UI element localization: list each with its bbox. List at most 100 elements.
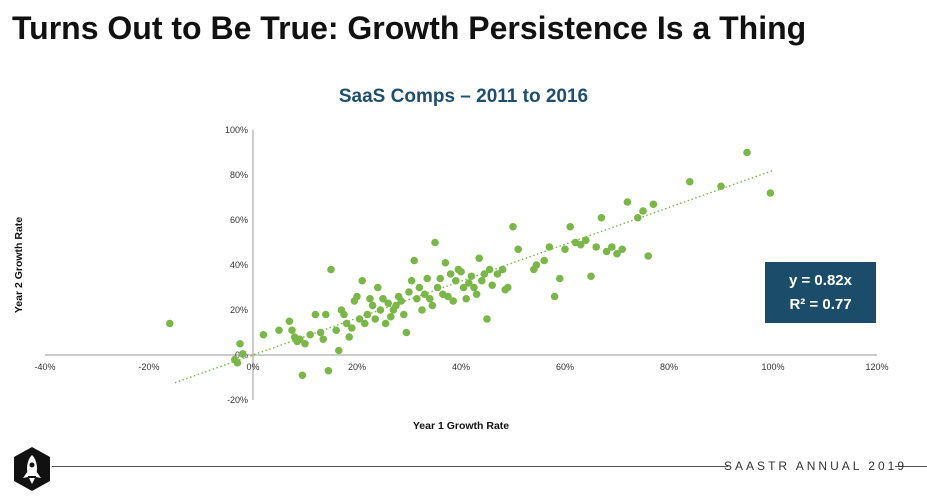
- data-point: [355, 315, 364, 323]
- data-point: [233, 359, 242, 367]
- data-point: [361, 319, 369, 328]
- y-tick-label: -20%: [227, 395, 248, 405]
- data-point: [374, 283, 382, 292]
- data-point: [743, 148, 751, 157]
- data-point: [550, 292, 559, 301]
- data-point: [400, 310, 408, 319]
- data-point: [298, 371, 307, 380]
- x-tick-label: 40%: [452, 362, 470, 372]
- data-point: [259, 330, 268, 339]
- x-tick-label: 0%: [246, 362, 259, 372]
- x-tick-label: -40%: [34, 362, 55, 372]
- regression-equation: y = 0.82x: [789, 271, 852, 289]
- data-point: [376, 306, 385, 314]
- data-point: [426, 294, 434, 303]
- data-point: [301, 339, 309, 348]
- data-point: [363, 310, 372, 319]
- data-point: [335, 346, 343, 355]
- data-point: [166, 319, 174, 328]
- x-tick-label: -20%: [138, 362, 159, 372]
- data-point: [480, 270, 489, 278]
- data-point: [582, 236, 590, 245]
- data-point: [415, 283, 424, 292]
- data-point: [275, 326, 283, 335]
- data-point: [498, 265, 507, 274]
- data-point: [561, 245, 569, 254]
- data-point: [327, 265, 335, 274]
- data-point: [371, 315, 380, 323]
- data-point: [509, 222, 517, 231]
- data-point: [407, 276, 416, 285]
- data-point: [379, 294, 387, 303]
- data-point: [402, 328, 411, 337]
- data-point: [397, 297, 406, 305]
- data-point: [288, 326, 296, 335]
- data-point: [387, 312, 395, 321]
- data-point: [566, 222, 574, 231]
- data-point: [423, 274, 432, 283]
- data-point: [340, 310, 348, 319]
- data-point: [766, 189, 775, 197]
- data-point: [504, 283, 512, 292]
- data-point: [623, 198, 632, 206]
- data-point: [446, 270, 455, 278]
- x-tick-label: 60%: [556, 362, 574, 372]
- data-point: [410, 256, 419, 265]
- data-point: [420, 290, 429, 299]
- y-axis-title: Year 2 Growth Rate: [13, 217, 25, 313]
- data-point: [311, 310, 320, 319]
- data-point: [238, 350, 247, 358]
- data-point: [717, 182, 725, 191]
- x-axis-title: Year 1 Growth Rate: [413, 420, 509, 432]
- data-point: [418, 306, 426, 314]
- y-tick-label: 60%: [230, 215, 248, 225]
- data-point: [532, 261, 541, 269]
- data-point: [587, 272, 595, 281]
- footer-divider-right: [895, 466, 927, 467]
- data-point: [540, 256, 548, 265]
- y-tick-label: 80%: [230, 170, 248, 180]
- data-point: [324, 366, 333, 375]
- data-point: [433, 283, 442, 292]
- y-tick-label: 40%: [230, 260, 248, 270]
- data-point: [488, 281, 497, 290]
- data-point: [405, 288, 413, 296]
- data-point: [618, 245, 626, 254]
- chart-title: SaaS Comps – 2011 to 2016: [338, 86, 589, 107]
- data-point: [368, 301, 377, 310]
- data-point: [444, 292, 452, 301]
- data-point: [686, 177, 694, 186]
- data-point: [613, 249, 621, 258]
- x-tick-label: 120%: [865, 362, 888, 372]
- data-point: [467, 272, 476, 281]
- data-point: [597, 213, 606, 222]
- data-point: [366, 294, 374, 303]
- x-tick-label: 100%: [761, 362, 784, 372]
- data-point: [441, 258, 450, 267]
- data-point: [353, 292, 361, 301]
- data-point: [556, 274, 564, 283]
- data-point: [459, 283, 468, 292]
- data-point: [345, 333, 354, 341]
- data-point: [358, 276, 367, 285]
- data-point: [485, 265, 494, 274]
- data-point: [392, 301, 400, 310]
- data-point: [576, 240, 585, 249]
- footer-divider-left: [52, 466, 728, 467]
- data-point: [384, 299, 393, 308]
- data-point: [649, 200, 658, 209]
- data-point: [470, 283, 478, 292]
- data-point: [634, 213, 642, 222]
- y-tick-label: 20%: [230, 305, 248, 315]
- data-point: [413, 294, 421, 303]
- data-point: [608, 243, 616, 251]
- data-point: [296, 335, 304, 344]
- data-point: [462, 294, 471, 303]
- data-point: [319, 335, 328, 344]
- data-point: [457, 267, 465, 276]
- saastr-rocket-logo-icon: [14, 447, 50, 491]
- data-point: [431, 238, 439, 247]
- data-point: [493, 270, 502, 278]
- data-point: [428, 301, 437, 310]
